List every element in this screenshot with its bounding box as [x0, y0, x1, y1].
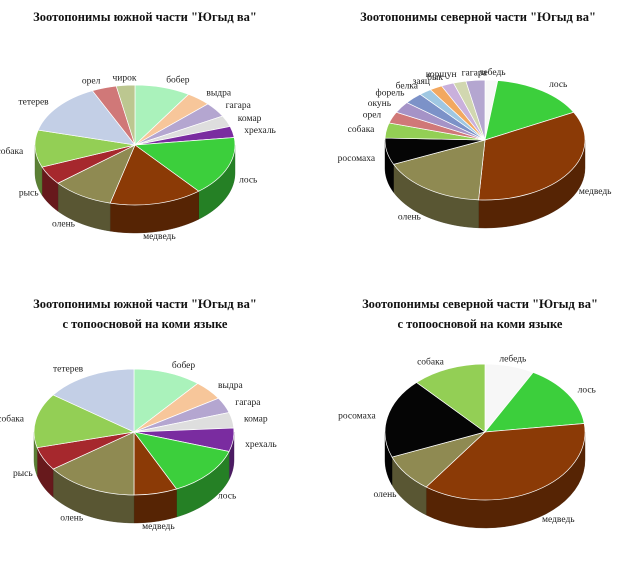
pie-slice-чирок: [115, 84, 136, 146]
slice-label-тетерев: тетерев: [18, 98, 49, 108]
pie-chart-north: Зоотопонимы северной части "Югыд ва" леб…: [338, 10, 613, 229]
slice-label-рысь: рысь: [13, 469, 33, 479]
pie-slice-собака: [33, 394, 136, 449]
pie-slice-медведь: [478, 111, 586, 201]
slice-label-чирок: чирок: [113, 73, 137, 83]
slice-label-росомаха: росомаха: [338, 411, 376, 421]
pie-labels: бобер выдра гагара комар хрехаль лось медведь о…: [0, 360, 277, 532]
slice-label-олень: олень: [60, 514, 84, 524]
slice-label-собака: собака: [417, 356, 444, 367]
pie-slice-тетерев: [52, 368, 135, 433]
slice-label-гагара: гагара: [462, 68, 488, 78]
slice-label-олень: олень: [52, 220, 76, 230]
pie-slice-лось: [484, 371, 585, 433]
slice-label-хрехаль: хрехаль: [244, 126, 276, 136]
pie-slice-медведь: [109, 144, 200, 206]
slice-label-росомаха: росомаха: [338, 154, 376, 164]
slice-label-заяц: заяц: [413, 77, 430, 87]
slice-label-собака: собака: [0, 414, 25, 425]
slice-label-лебедь: лебедь: [479, 67, 507, 78]
slice-label-олень: олень: [374, 490, 398, 500]
chart-title: Зоотопонимы северной части "Югыд ва": [360, 10, 596, 24]
pie-slice-лось: [134, 137, 236, 192]
pie-slice-олень: [392, 139, 486, 201]
slice-label-орел: орел: [363, 111, 382, 121]
pie-labels: бобер выдра гагара комар хрехаль лось медведь о…: [0, 73, 277, 242]
slice-label-собака: собака: [0, 146, 24, 157]
slice-label-комар: комар: [244, 415, 268, 425]
slice-label-окунь: окунь: [368, 99, 392, 109]
slice-label-гагара: гагара: [226, 101, 252, 111]
slice-label-лебедь: лебедь: [499, 353, 527, 364]
slice-label-лось: лось: [578, 385, 597, 395]
slice-label-бобер: бобер: [172, 360, 196, 371]
pie-slices: [33, 368, 235, 496]
chart-title: Зоотопонимы южной части "Югыд ва": [33, 297, 257, 311]
slice-label-рысь: рысь: [19, 188, 39, 198]
pie-slice-лось: [133, 431, 230, 490]
chart-title: Зоотопонимы южной части "Югыд ва": [33, 10, 257, 24]
pie-slice-тетерев: [37, 90, 136, 146]
slice-label-выдра: выдра: [218, 381, 243, 391]
slice-label-комар: комар: [238, 114, 262, 124]
slice-label-лось: лось: [218, 492, 237, 502]
slice-label-корщун: корщун: [426, 70, 457, 80]
pie-labels: лебедь лось медведь олень росомаха собака: [338, 353, 596, 525]
pie-sides: [33, 431, 235, 524]
slice-label-бык: бык: [427, 72, 443, 83]
pie-slice-гагара: [465, 79, 486, 141]
slice-label-белка: белка: [396, 81, 419, 92]
chart-title: Зоотопонимы северной части "Югыд ва": [362, 297, 598, 311]
pie-slice-росомаха: [384, 382, 486, 458]
pie-chart-south: Зоотопонимы южной части "Югыд ва" бобер в…: [0, 10, 277, 242]
slice-label-тетерев: тетерев: [53, 365, 84, 375]
pie-slice-бобер: [133, 368, 199, 433]
slice-label-форель: форель: [376, 88, 406, 99]
pie-chart-north-komi: Зоотопонимы северной части "Югыд ва" с т…: [338, 297, 598, 529]
pie-slices: [384, 79, 586, 201]
pie-slices: [384, 363, 586, 501]
pie-slice-лось: [484, 80, 575, 141]
slice-label-орел: орел: [82, 76, 101, 86]
pie-slice-медведь: [425, 423, 586, 501]
slice-label-бобер: бобер: [166, 75, 190, 86]
slice-label-лось: лось: [549, 80, 568, 90]
pie-labels: лебедь лось медведь олень росомаха собака орел…: [338, 67, 613, 222]
slice-label-медведь: медведь: [542, 515, 575, 525]
slice-label-выдра: выдра: [206, 89, 231, 99]
pie-slice-собака: [415, 363, 486, 433]
slice-label-медведь: медведь: [143, 232, 176, 242]
pie-chart-south-komi: Зоотопонимы южной части "Югыд ва" с топо…: [0, 297, 277, 532]
slice-label-гагара: гагара: [235, 398, 261, 408]
slice-label-медведь: медведь: [579, 187, 612, 197]
pie-slices: [34, 84, 236, 206]
chart-subtitle: с топоосновой на коми языке: [63, 317, 228, 331]
slice-label-лось: лось: [239, 175, 258, 185]
slice-label-хрехаль: хрехаль: [245, 440, 277, 450]
slice-label-собака: собака: [348, 124, 375, 135]
slice-label-олень: олень: [398, 212, 422, 222]
pie-slice-олень: [52, 431, 135, 496]
slice-label-медведь: медведь: [142, 522, 175, 532]
chart-subtitle: с топоосновой на коми языке: [398, 317, 563, 331]
